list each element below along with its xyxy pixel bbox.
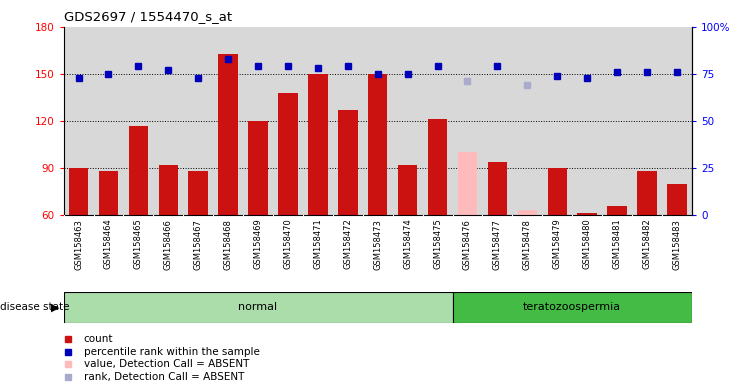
Text: ▶: ▶ bbox=[52, 302, 60, 312]
Text: disease state: disease state bbox=[0, 302, 70, 312]
Text: GSM158471: GSM158471 bbox=[313, 219, 322, 270]
Text: GSM158480: GSM158480 bbox=[583, 219, 592, 270]
Bar bbox=[248, 121, 268, 215]
Bar bbox=[64, 292, 453, 323]
Text: GSM158467: GSM158467 bbox=[194, 219, 203, 270]
Text: GSM158472: GSM158472 bbox=[343, 219, 352, 270]
Bar bbox=[607, 206, 627, 215]
Bar bbox=[398, 165, 417, 215]
Bar bbox=[368, 74, 387, 215]
Text: GSM158481: GSM158481 bbox=[613, 219, 622, 270]
Text: GSM158476: GSM158476 bbox=[463, 219, 472, 270]
Bar bbox=[518, 210, 537, 215]
Bar bbox=[338, 110, 358, 215]
Text: GSM158483: GSM158483 bbox=[672, 219, 681, 270]
Text: GSM158477: GSM158477 bbox=[493, 219, 502, 270]
Text: GSM158469: GSM158469 bbox=[254, 219, 263, 270]
Text: count: count bbox=[84, 334, 113, 344]
Text: value, Detection Call = ABSENT: value, Detection Call = ABSENT bbox=[84, 359, 249, 369]
Bar bbox=[548, 168, 567, 215]
Text: GSM158470: GSM158470 bbox=[283, 219, 292, 270]
Text: GSM158465: GSM158465 bbox=[134, 219, 143, 270]
Text: teratozoospermia: teratozoospermia bbox=[523, 302, 622, 312]
Bar bbox=[188, 171, 208, 215]
Text: GDS2697 / 1554470_s_at: GDS2697 / 1554470_s_at bbox=[64, 10, 232, 23]
Bar bbox=[453, 292, 692, 323]
Bar bbox=[637, 171, 657, 215]
Bar bbox=[218, 53, 238, 215]
Text: GSM158479: GSM158479 bbox=[553, 219, 562, 270]
Bar bbox=[458, 152, 477, 215]
Text: percentile rank within the sample: percentile rank within the sample bbox=[84, 347, 260, 357]
Bar bbox=[278, 93, 298, 215]
Text: GSM158468: GSM158468 bbox=[224, 219, 233, 270]
Bar bbox=[428, 119, 447, 215]
Text: GSM158463: GSM158463 bbox=[74, 219, 83, 270]
Bar bbox=[129, 126, 148, 215]
Text: GSM158474: GSM158474 bbox=[403, 219, 412, 270]
Text: GSM158482: GSM158482 bbox=[643, 219, 652, 270]
Text: GSM158478: GSM158478 bbox=[523, 219, 532, 270]
Bar bbox=[69, 168, 88, 215]
Text: GSM158466: GSM158466 bbox=[164, 219, 173, 270]
Bar bbox=[99, 171, 118, 215]
Text: GSM158464: GSM158464 bbox=[104, 219, 113, 270]
Bar bbox=[308, 74, 328, 215]
Bar bbox=[577, 214, 597, 215]
Bar bbox=[159, 165, 178, 215]
Bar bbox=[667, 184, 687, 215]
Text: GSM158473: GSM158473 bbox=[373, 219, 382, 270]
Text: GSM158475: GSM158475 bbox=[433, 219, 442, 270]
Bar bbox=[488, 162, 507, 215]
Text: rank, Detection Call = ABSENT: rank, Detection Call = ABSENT bbox=[84, 372, 244, 382]
Text: normal: normal bbox=[239, 302, 278, 312]
